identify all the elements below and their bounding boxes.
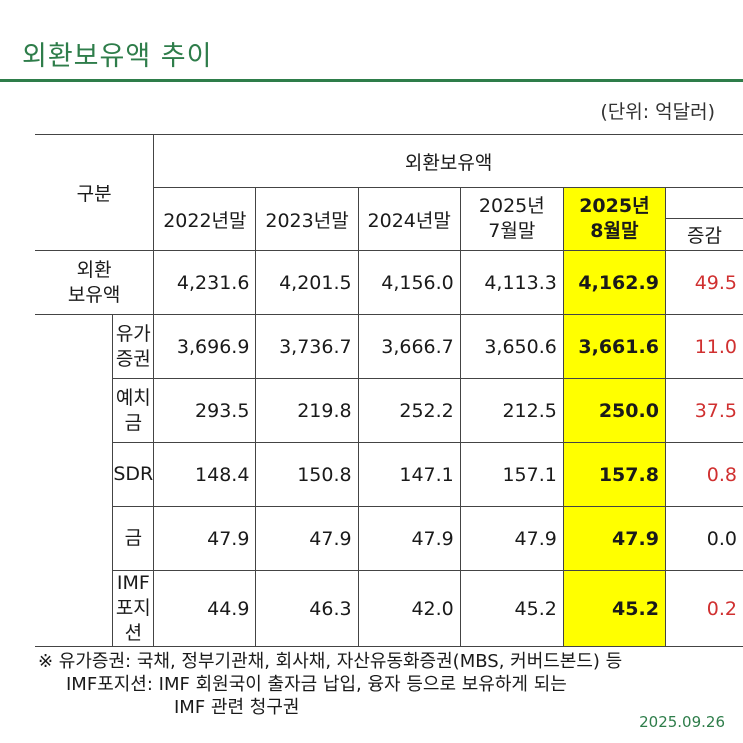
cell-change: 0.8 [664, 442, 743, 507]
cell-2024: 252.2 [357, 378, 461, 443]
header-2024: 2024년말 [357, 187, 461, 251]
header-2025-jul-line1: 2025년 [478, 195, 545, 217]
row-indent [35, 314, 114, 379]
cell-2022: 293.5 [153, 378, 257, 443]
row-indent [35, 442, 114, 507]
row-indent [35, 570, 114, 647]
cell-2022: 148.4 [153, 442, 257, 507]
row-label: 금 [112, 506, 155, 571]
row-label-line1: 금 [124, 527, 143, 549]
footnotes: ※ 유가증권: 국채, 정부기관채, 회사채, 자산유동화증권(MBS, 커버드… [38, 650, 622, 719]
cell-2022: 47.9 [153, 506, 257, 571]
cell-2023: 3,736.7 [255, 314, 359, 379]
table-row: SDR 148.4 150.8 147.1 157.1 157.8 0.8 [35, 442, 743, 507]
row-label: SDR [112, 442, 155, 507]
cell-2024: 42.0 [357, 570, 461, 647]
row-label: IMF 포지션 [112, 570, 155, 647]
row-label-line1: IMF [116, 572, 150, 594]
cell-2022: 44.9 [153, 570, 257, 647]
cell-2023: 47.9 [255, 506, 359, 571]
row-label-line1: 유가 [115, 322, 151, 345]
row-label: 유가 증권 [112, 314, 155, 379]
cell-2023: 219.8 [255, 378, 359, 443]
cell-2025-aug: 45.2 [562, 570, 666, 647]
footnote-imf-position-cont: IMF 관련 청구권 [174, 697, 300, 718]
table-row: 외환 보유액 4,231.6 4,201.5 4,156.0 4,113.3 4… [35, 250, 743, 315]
row-label-line1: 외환 [76, 258, 112, 281]
header-group: 외환보유액 [153, 134, 743, 188]
cell-2023: 150.8 [255, 442, 359, 507]
row-label-line2: 보유액 [67, 283, 121, 306]
cell-change: 49.5 [664, 250, 743, 315]
header-2025-jul-line2: 7월말 [488, 220, 536, 242]
publish-date: 2025.09.26 [639, 713, 725, 731]
cell-2023: 4,201.5 [255, 250, 359, 315]
cell-change: 0.2 [664, 570, 743, 647]
cell-change: 0.0 [664, 506, 743, 571]
header-2023: 2023년말 [255, 187, 359, 251]
cell-2025-aug: 3,661.6 [562, 314, 666, 379]
unit-label: (단위: 억달러) [600, 101, 715, 123]
table-row: 금 47.9 47.9 47.9 47.9 47.9 0.0 [35, 506, 743, 571]
header-change: 증감 [664, 218, 743, 251]
reserves-table: 구분 외환보유액 2022년말 2023년말 2024년말 2025년 7월말 … [35, 134, 743, 647]
cell-2025-aug: 4,162.9 [562, 250, 666, 315]
cell-2024: 3,666.7 [357, 314, 461, 379]
cell-2025-jul: 4,113.3 [459, 250, 564, 315]
row-label-line2: 증권 [115, 347, 151, 370]
cell-2025-aug: 157.8 [562, 442, 666, 507]
cell-2024: 47.9 [357, 506, 461, 571]
header-2022: 2022년말 [153, 187, 257, 251]
title-divider [0, 79, 743, 82]
cell-2024: 147.1 [357, 442, 461, 507]
cell-change: 11.0 [664, 314, 743, 379]
header-change-spacer [664, 187, 743, 219]
cell-2025-aug: 47.9 [562, 506, 666, 571]
cell-2025-jul: 3,650.6 [459, 314, 564, 379]
header-2025-jul: 2025년 7월말 [459, 187, 564, 251]
row-label-line2: 포지션 [115, 597, 151, 644]
page-title: 외환보유액 추이 [22, 41, 213, 72]
cell-2023: 46.3 [255, 570, 359, 647]
row-indent [35, 506, 114, 571]
header-2025-aug-line2: 8월말 [590, 220, 639, 242]
footnote-imf-position: IMF포지션: IMF 회원국이 출자금 납입, 융자 등으로 보유하게 되는 [66, 674, 567, 695]
header-2025-aug: 2025년 8월말 [562, 187, 666, 251]
row-label-line1: SDR [113, 463, 154, 485]
cell-2025-jul: 45.2 [459, 570, 564, 647]
table-row: 유가 증권 3,696.9 3,736.7 3,666.7 3,650.6 3,… [35, 314, 743, 379]
footnote-securities: ※ 유가증권: 국채, 정부기관채, 회사채, 자산유동화증권(MBS, 커버드… [38, 651, 623, 672]
cell-2025-jul: 212.5 [459, 378, 564, 443]
cell-2022: 3,696.9 [153, 314, 257, 379]
table-row: 예치금 293.5 219.8 252.2 212.5 250.0 37.5 [35, 378, 743, 443]
row-indent [35, 378, 114, 443]
cell-2022: 4,231.6 [153, 250, 257, 315]
table-row: IMF 포지션 44.9 46.3 42.0 45.2 45.2 0.2 [35, 570, 743, 647]
row-label: 외환 보유액 [35, 250, 155, 315]
cell-2025-jul: 47.9 [459, 506, 564, 571]
cell-change: 37.5 [664, 378, 743, 443]
row-label: 예치금 [112, 378, 155, 443]
header-2025-aug-line1: 2025년 [579, 195, 650, 217]
cell-2024: 4,156.0 [357, 250, 461, 315]
row-label-line1: 예치금 [115, 386, 151, 434]
cell-2025-jul: 157.1 [459, 442, 564, 507]
cell-2025-aug: 250.0 [562, 378, 666, 443]
header-corner: 구분 [35, 134, 155, 251]
